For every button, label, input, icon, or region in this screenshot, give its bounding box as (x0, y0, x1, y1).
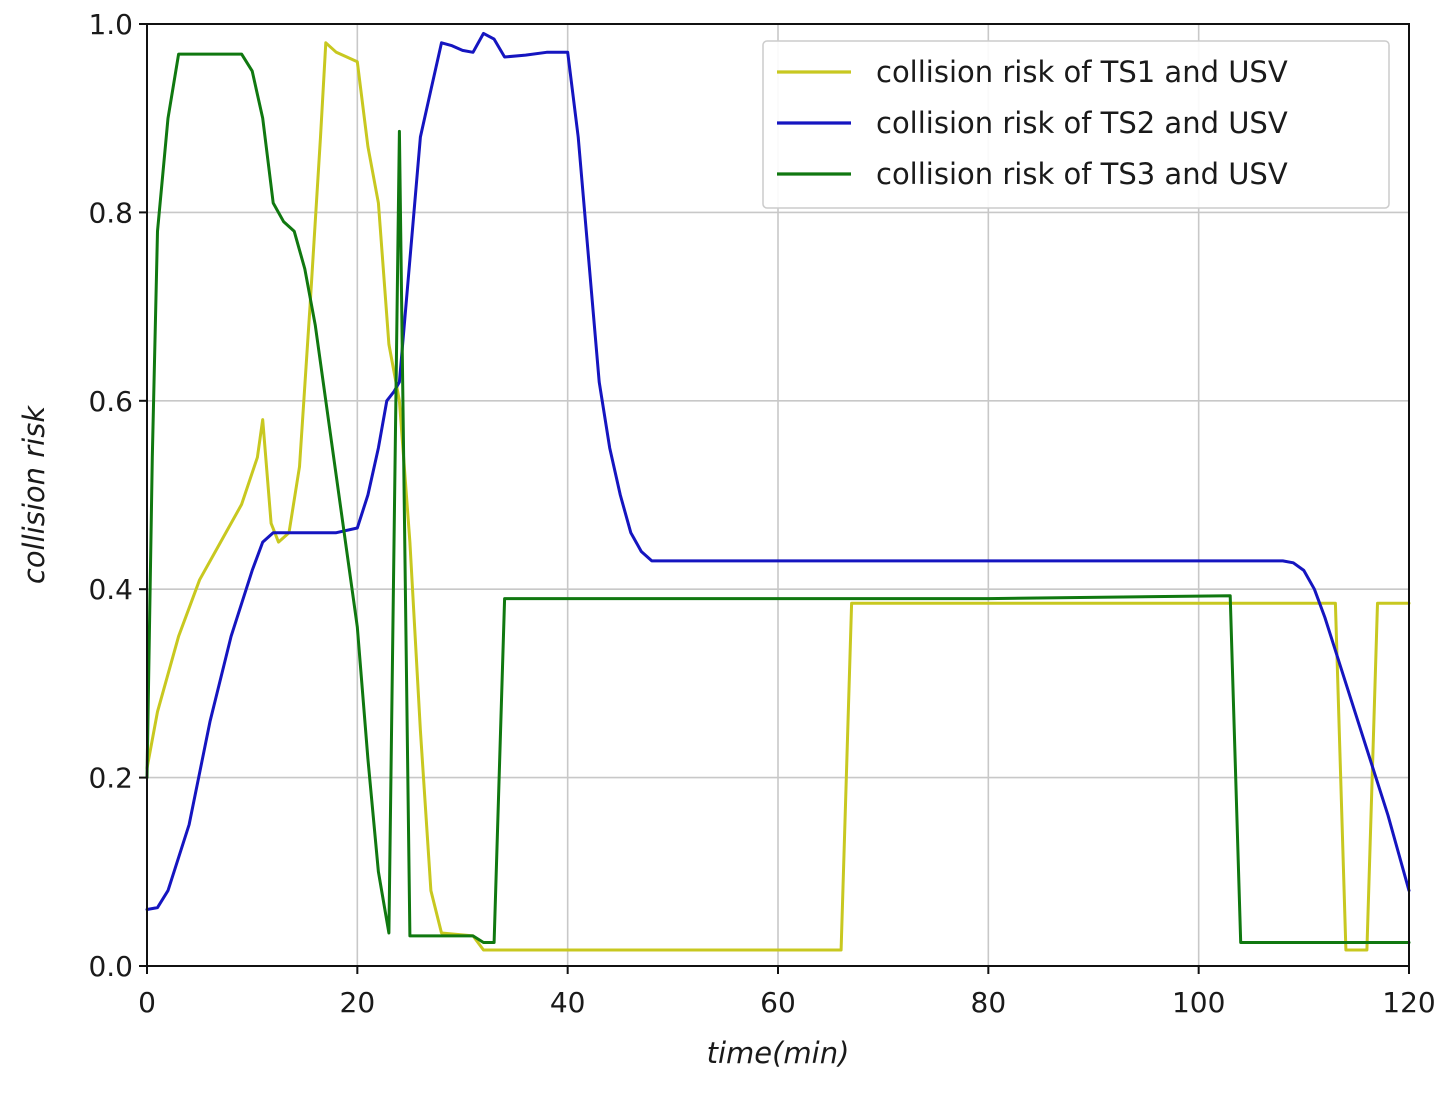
x-tick-label: 120 (1382, 986, 1435, 1019)
series-line-ts3 (145, 52, 1411, 944)
x-tick-label: 80 (971, 986, 1007, 1019)
y-tick-label: 1.0 (88, 8, 133, 41)
series-group (145, 31, 1411, 952)
x-tick-label: 20 (340, 986, 376, 1019)
legend-label: collision risk of TS1 and USV (876, 55, 1288, 89)
legend-box (762, 40, 1390, 209)
legend: collision risk of TS1 and USV collision r… (762, 40, 1390, 209)
x-tick-label: 100 (1172, 986, 1225, 1019)
y-tick-label: 0.2 (88, 762, 133, 795)
legend-label: collision risk of TS2 and USV (876, 106, 1288, 140)
series-line-ts2 (145, 31, 1411, 911)
x-tick-label: 60 (760, 986, 796, 1019)
y-axis-label: collision risk (17, 405, 51, 584)
y-tick-label: 0.0 (88, 950, 133, 983)
legend-label: collision risk of TS3 and USV (876, 157, 1288, 191)
x-axis-label: time(min) (707, 1036, 850, 1070)
y-tick-label: 0.8 (88, 196, 133, 229)
series-line-ts1 (145, 41, 1411, 952)
y-tick-label: 0.4 (88, 573, 133, 606)
y-tick-label: 0.6 (88, 385, 133, 418)
axis-ticks: 0 20 40 60 80 100 120 0.0 0.2 0.4 0.6 0.8 1.0 (88, 8, 1435, 1019)
x-tick-label: 0 (138, 986, 156, 1019)
x-tick-label: 40 (550, 986, 586, 1019)
